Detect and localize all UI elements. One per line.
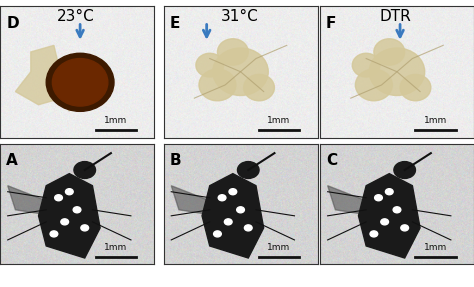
Circle shape bbox=[370, 231, 378, 237]
Circle shape bbox=[213, 48, 268, 96]
Circle shape bbox=[196, 53, 224, 77]
Circle shape bbox=[229, 189, 237, 195]
Polygon shape bbox=[358, 174, 420, 258]
Text: 1mm: 1mm bbox=[424, 116, 447, 125]
Circle shape bbox=[55, 195, 63, 201]
Text: B: B bbox=[170, 153, 182, 168]
Circle shape bbox=[61, 219, 69, 225]
Polygon shape bbox=[202, 174, 264, 258]
Circle shape bbox=[50, 231, 58, 237]
Circle shape bbox=[65, 189, 73, 195]
Text: 1mm: 1mm bbox=[104, 243, 127, 252]
Circle shape bbox=[237, 162, 259, 179]
Circle shape bbox=[393, 207, 401, 213]
Polygon shape bbox=[8, 186, 54, 216]
Text: F: F bbox=[326, 16, 337, 31]
Circle shape bbox=[381, 219, 389, 225]
Text: 1mm: 1mm bbox=[267, 116, 291, 125]
Text: A: A bbox=[6, 153, 18, 168]
Circle shape bbox=[218, 39, 248, 65]
Circle shape bbox=[73, 207, 81, 213]
Circle shape bbox=[245, 225, 252, 231]
Polygon shape bbox=[38, 174, 100, 258]
Text: C: C bbox=[326, 153, 337, 168]
Circle shape bbox=[401, 225, 409, 231]
Circle shape bbox=[81, 225, 89, 231]
Circle shape bbox=[218, 195, 226, 201]
Text: 1mm: 1mm bbox=[267, 243, 291, 252]
Circle shape bbox=[244, 74, 274, 101]
Circle shape bbox=[385, 189, 393, 195]
Polygon shape bbox=[15, 45, 69, 111]
Circle shape bbox=[374, 39, 405, 65]
Circle shape bbox=[369, 48, 425, 96]
Circle shape bbox=[237, 207, 245, 213]
Circle shape bbox=[400, 74, 431, 101]
Circle shape bbox=[352, 53, 380, 77]
Circle shape bbox=[224, 219, 232, 225]
Text: 23°C: 23°C bbox=[57, 9, 95, 24]
Circle shape bbox=[199, 69, 236, 101]
Circle shape bbox=[356, 69, 392, 101]
Text: 31°C: 31°C bbox=[220, 9, 258, 24]
Circle shape bbox=[374, 195, 383, 201]
Polygon shape bbox=[328, 186, 374, 216]
Circle shape bbox=[214, 231, 221, 237]
Text: DTR: DTR bbox=[380, 9, 411, 24]
Circle shape bbox=[53, 59, 108, 106]
Polygon shape bbox=[171, 186, 218, 216]
Text: E: E bbox=[170, 16, 180, 31]
Circle shape bbox=[394, 162, 415, 179]
Text: 1mm: 1mm bbox=[424, 243, 447, 252]
Circle shape bbox=[74, 162, 96, 179]
Text: D: D bbox=[6, 16, 19, 31]
Text: 1mm: 1mm bbox=[104, 116, 127, 125]
Circle shape bbox=[46, 53, 114, 111]
